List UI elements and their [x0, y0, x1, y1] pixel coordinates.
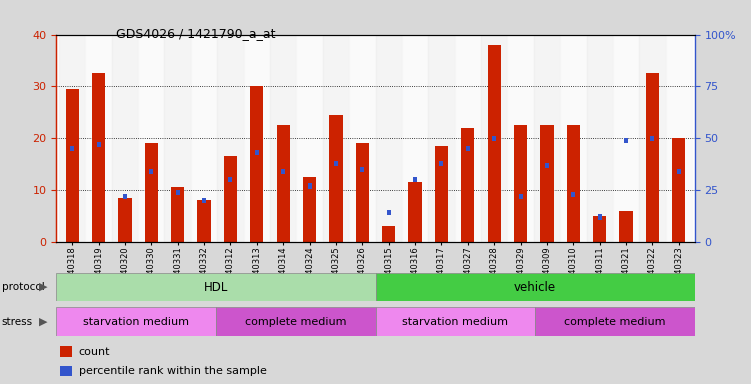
Bar [86, 35, 112, 242]
Bar [402, 35, 428, 242]
Bar [650, 136, 654, 141]
Bar [387, 210, 391, 215]
Text: count: count [79, 347, 110, 357]
Bar [59, 35, 86, 242]
Bar [276, 125, 290, 242]
Bar [228, 177, 232, 182]
Bar [481, 35, 508, 242]
Bar [217, 35, 243, 242]
Bar [508, 35, 534, 242]
Bar [587, 35, 613, 242]
Bar [376, 273, 695, 301]
Bar [149, 169, 153, 174]
Bar [376, 35, 402, 242]
Bar [56, 307, 216, 336]
Text: percentile rank within the sample: percentile rank within the sample [79, 366, 267, 376]
Bar [224, 156, 237, 242]
Bar [330, 115, 342, 242]
Text: protocol: protocol [2, 282, 44, 292]
Bar [216, 307, 376, 336]
Bar [677, 169, 681, 174]
Bar [545, 162, 549, 168]
Bar [308, 183, 312, 189]
Bar [593, 216, 606, 242]
Bar [519, 194, 523, 199]
Bar [70, 146, 74, 151]
Bar [92, 73, 105, 242]
Bar [487, 45, 501, 242]
Bar [413, 177, 417, 182]
Bar [202, 198, 206, 203]
Bar [145, 144, 158, 242]
Bar [435, 146, 448, 242]
Bar [572, 192, 575, 197]
Bar [123, 194, 127, 199]
Bar [59, 346, 72, 357]
Bar [514, 125, 527, 242]
Bar [492, 136, 496, 141]
Text: ▶: ▶ [39, 282, 48, 292]
Bar [65, 89, 79, 242]
Bar [567, 125, 580, 242]
Bar [620, 211, 632, 242]
Bar [59, 366, 72, 376]
Bar [560, 35, 587, 242]
Bar [119, 198, 131, 242]
Bar [171, 187, 184, 242]
Bar [270, 35, 297, 242]
Bar [303, 177, 316, 242]
Bar [409, 182, 421, 242]
Bar [297, 35, 323, 242]
Bar [176, 190, 179, 195]
Bar [439, 161, 443, 166]
Bar [382, 227, 395, 242]
Bar [454, 35, 481, 242]
Text: ▶: ▶ [39, 316, 48, 327]
Bar [323, 35, 349, 242]
Text: starvation medium: starvation medium [83, 316, 189, 327]
Bar [639, 35, 665, 242]
Bar [349, 35, 376, 242]
Bar [665, 35, 692, 242]
Text: complete medium: complete medium [564, 316, 665, 327]
Bar [191, 35, 217, 242]
Bar [356, 144, 369, 242]
Bar [250, 86, 264, 242]
Bar [334, 161, 338, 166]
Bar [613, 35, 639, 242]
Text: vehicle: vehicle [514, 281, 556, 293]
Bar [56, 273, 376, 301]
Bar [428, 35, 454, 242]
Bar [198, 200, 210, 242]
Text: stress: stress [2, 316, 32, 327]
Bar [534, 35, 560, 242]
Bar [646, 73, 659, 242]
Bar [243, 35, 270, 242]
Bar [360, 167, 364, 172]
Bar [97, 142, 101, 147]
Text: complete medium: complete medium [245, 316, 346, 327]
Bar [164, 35, 191, 242]
Bar [541, 125, 553, 242]
Bar [112, 35, 138, 242]
Bar [281, 169, 285, 174]
Bar [466, 146, 470, 151]
Bar [535, 307, 695, 336]
Bar [376, 307, 535, 336]
Bar [255, 150, 259, 156]
Text: starvation medium: starvation medium [403, 316, 508, 327]
Bar [461, 128, 475, 242]
Bar [624, 138, 628, 143]
Text: HDL: HDL [204, 281, 228, 293]
Bar [138, 35, 164, 242]
Bar [672, 138, 686, 242]
Bar [598, 214, 602, 220]
Text: GDS4026 / 1421790_a_at: GDS4026 / 1421790_a_at [116, 27, 276, 40]
